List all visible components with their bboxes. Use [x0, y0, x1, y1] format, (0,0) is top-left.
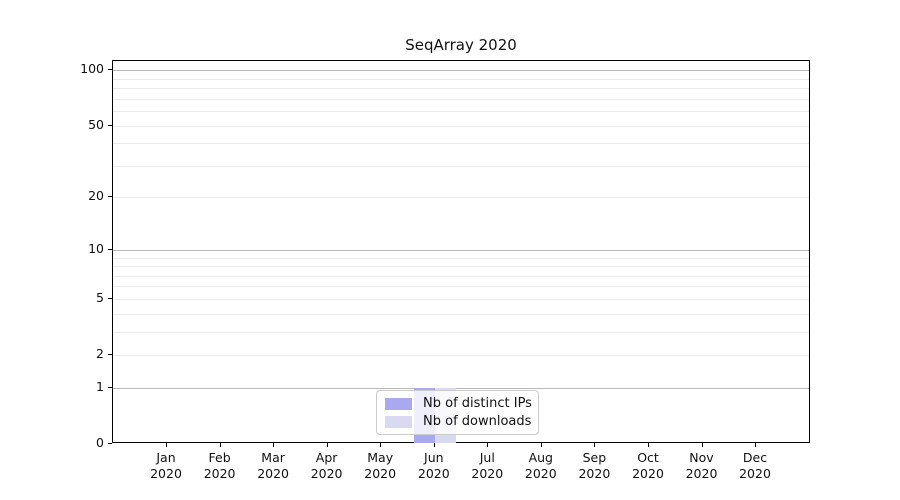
gridline-minor — [113, 286, 809, 288]
y-axis-tick — [108, 69, 112, 71]
y-axis-tick-label: 20 — [88, 188, 104, 204]
y-axis-tick-label: 1 — [96, 378, 104, 394]
y-axis-tick-label: 10 — [88, 240, 104, 256]
y-axis-tick — [108, 297, 112, 299]
y-axis-tick — [108, 443, 112, 444]
x-axis-tick — [380, 443, 382, 447]
gridline-minor — [113, 275, 809, 277]
y-axis-tick — [108, 386, 112, 388]
x-axis-tick-label: Feb 2020 — [203, 450, 236, 481]
y-axis-tick-label: 50 — [88, 116, 104, 132]
x-axis-tick-label: Aug 2020 — [524, 450, 557, 481]
legend-item-distinct-ips: Nb of distinct IPs — [385, 396, 532, 411]
legend-swatch-distinct-ips — [385, 397, 412, 410]
gridline-minor — [113, 257, 809, 259]
gridline-minor — [113, 266, 809, 267]
y-axis-tick — [108, 196, 112, 198]
x-axis-tick-label: Oct 2020 — [632, 450, 664, 481]
gridline-major — [113, 249, 809, 251]
x-axis-tick-label: Jun 2020 — [417, 450, 450, 481]
gridline-major — [113, 70, 809, 72]
gridline-minor — [113, 110, 809, 112]
gridline-minor — [113, 88, 809, 89]
plot-area — [112, 60, 810, 443]
chart-title: SeqArray 2020 — [405, 36, 517, 54]
gridline-major — [113, 387, 809, 389]
legend-swatch-downloads — [385, 415, 412, 428]
y-axis-tick — [108, 354, 112, 355]
x-axis-tick-label: Apr 2020 — [310, 450, 343, 481]
gridline-minor — [113, 298, 809, 300]
y-axis-tick — [108, 248, 112, 250]
x-axis-tick — [326, 443, 328, 447]
x-axis-tick-label: Nov 2020 — [685, 450, 718, 481]
x-axis-tick — [594, 443, 596, 447]
gridline-minor — [113, 313, 809, 315]
x-axis-tick — [755, 443, 756, 447]
x-axis-tick — [433, 443, 435, 447]
gridline-minor — [113, 331, 809, 333]
legend-item-downloads: Nb of downloads — [385, 414, 532, 429]
legend-label-distinct-ips: Nb of distinct IPs — [423, 396, 532, 411]
x-axis-tick — [166, 443, 167, 447]
x-axis-tick — [273, 443, 275, 447]
x-axis-tick-label: Jul 2020 — [471, 450, 504, 481]
x-axis-tick-label: Dec 2020 — [739, 450, 771, 481]
y-axis-tick-label: 5 — [96, 289, 104, 305]
x-axis-tick — [219, 443, 221, 447]
gridline-minor — [113, 125, 809, 127]
y-axis-tick-label: 2 — [96, 346, 104, 361]
gridline-minor — [113, 78, 809, 80]
x-axis-tick-label: Jan 2020 — [150, 450, 182, 481]
gridline-minor — [113, 165, 809, 167]
gridline-minor — [113, 197, 809, 199]
x-axis-tick-label: Sep 2020 — [578, 450, 611, 481]
gridline-minor — [113, 98, 809, 100]
legend: Nb of distinct IPs Nb of downloads — [376, 390, 539, 435]
x-axis-tick-label: Mar 2020 — [257, 450, 289, 481]
gridline-minor — [113, 143, 809, 145]
x-axis-tick-label: May 2020 — [364, 450, 397, 481]
x-axis-tick — [487, 443, 489, 447]
y-axis-tick-label: 100 — [80, 61, 104, 77]
legend-label-downloads: Nb of downloads — [423, 414, 532, 429]
y-axis-tick-label: 0 — [96, 435, 104, 450]
x-axis-tick — [540, 443, 542, 447]
x-axis-tick — [648, 443, 649, 447]
y-axis-tick — [108, 124, 112, 126]
x-axis-tick — [701, 443, 703, 447]
gridline-minor — [113, 355, 809, 356]
